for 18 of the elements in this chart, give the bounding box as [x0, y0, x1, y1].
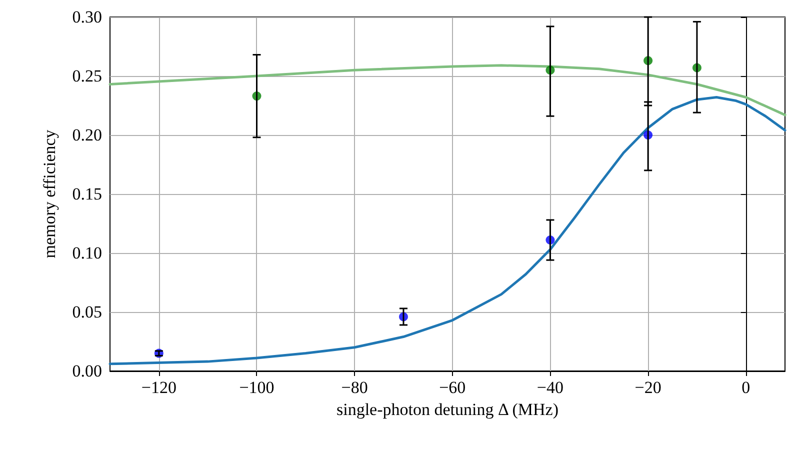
- x-tick-label: 0: [742, 378, 750, 397]
- x-axis-title: single-photon detuning Δ (MHz): [336, 400, 558, 419]
- x-tick-label: −20: [634, 378, 662, 397]
- x-tick-label: −40: [536, 378, 564, 397]
- x-tick-label: −100: [239, 378, 274, 397]
- y-tick-label: 0.15: [72, 184, 102, 204]
- y-tick-label: 0.25: [72, 66, 102, 86]
- x-tick-label: −80: [341, 378, 368, 397]
- y-tick-label: 0.05: [72, 302, 102, 322]
- y-tick-label: 0.00: [72, 362, 102, 380]
- y-axis-title: memory efficiency: [40, 129, 59, 258]
- x-tick-label: −120: [141, 378, 176, 397]
- line-series: [108, 96, 786, 366]
- line-series: [108, 64, 786, 116]
- y-tick-label: 0.20: [72, 126, 102, 144]
- y-tick-label: 0.30: [72, 8, 102, 26]
- x-tick-label: −60: [439, 378, 466, 397]
- y-tick-label: 0.10: [72, 244, 102, 262]
